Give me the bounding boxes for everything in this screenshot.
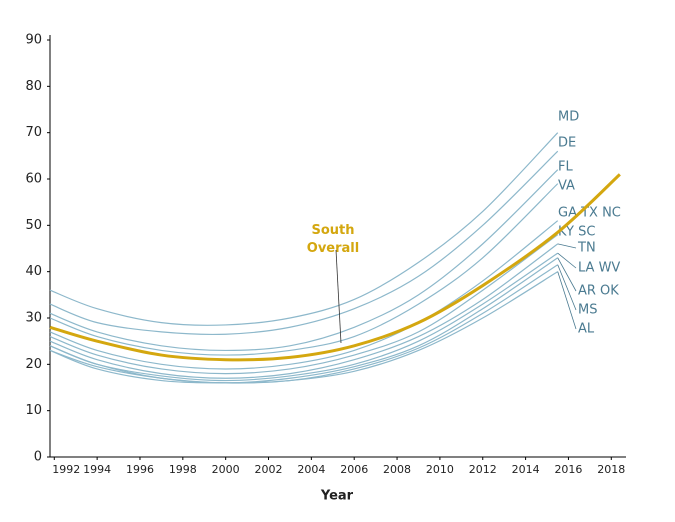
series-line — [49, 271, 559, 384]
x-tick-label: 2018 — [597, 463, 625, 476]
leader-line — [557, 257, 577, 292]
series-label: TN — [577, 241, 596, 256]
y-tick-label: 50 — [25, 218, 42, 233]
y-tick-label: 30 — [25, 311, 42, 326]
x-tick-label: 2000 — [212, 463, 240, 476]
y-tick-label: 0 — [34, 450, 42, 465]
x-tick-label: 2006 — [340, 463, 368, 476]
x-tick-label: 2012 — [469, 463, 497, 476]
series-label: MD — [558, 110, 579, 125]
y-tick-label: 60 — [25, 172, 42, 187]
series-label: MS — [578, 303, 597, 318]
x-tick-label: 1998 — [169, 463, 197, 476]
x-tick-label: 1996 — [126, 463, 154, 476]
x-tick-label: 2008 — [383, 463, 411, 476]
x-tick-label: 2014 — [512, 463, 540, 476]
series-line — [49, 150, 559, 336]
leader-line — [557, 271, 577, 330]
leader-line — [557, 243, 577, 249]
series-label: LA WV — [578, 261, 620, 276]
series-line — [49, 173, 621, 362]
series-label: AR OK — [578, 284, 619, 299]
y-tick-label: 40 — [25, 264, 42, 279]
y-tick-label: 20 — [25, 357, 42, 372]
y-tick-label: 10 — [25, 403, 42, 418]
series-label: AL — [578, 322, 595, 337]
x-tick-label: 2010 — [426, 463, 454, 476]
y-tick-label: 90 — [25, 33, 42, 48]
series-label: KY SC — [558, 225, 595, 240]
series-label: VA — [558, 179, 575, 194]
series-line — [49, 252, 559, 382]
series-label: GA TX NC — [558, 206, 621, 221]
annotation: South Overall — [307, 223, 359, 256]
x-tick-label: 2004 — [297, 463, 325, 476]
series-line — [49, 243, 559, 379]
x-axis-title: Year — [320, 489, 354, 504]
series-line — [49, 169, 559, 352]
series-label: DE — [558, 136, 576, 151]
x-tick-label: 1992 — [52, 463, 80, 476]
x-tick-label: 2016 — [554, 463, 582, 476]
x-tick-label: 1994 — [83, 463, 111, 476]
series-label: FL — [558, 160, 573, 175]
y-tick-label: 70 — [25, 125, 42, 140]
series-line — [49, 234, 559, 375]
annotation-line: Overall — [307, 241, 359, 256]
series-line — [49, 220, 559, 370]
y-tick-label: 80 — [25, 79, 42, 94]
series-line — [49, 183, 559, 356]
series-line — [49, 132, 559, 326]
leader-line — [557, 264, 577, 311]
annotation-pointer — [335, 249, 342, 344]
series-line — [49, 257, 559, 384]
x-tick-label: 2002 — [255, 463, 283, 476]
annotation-line: South — [311, 223, 354, 238]
leader-line — [557, 252, 577, 269]
